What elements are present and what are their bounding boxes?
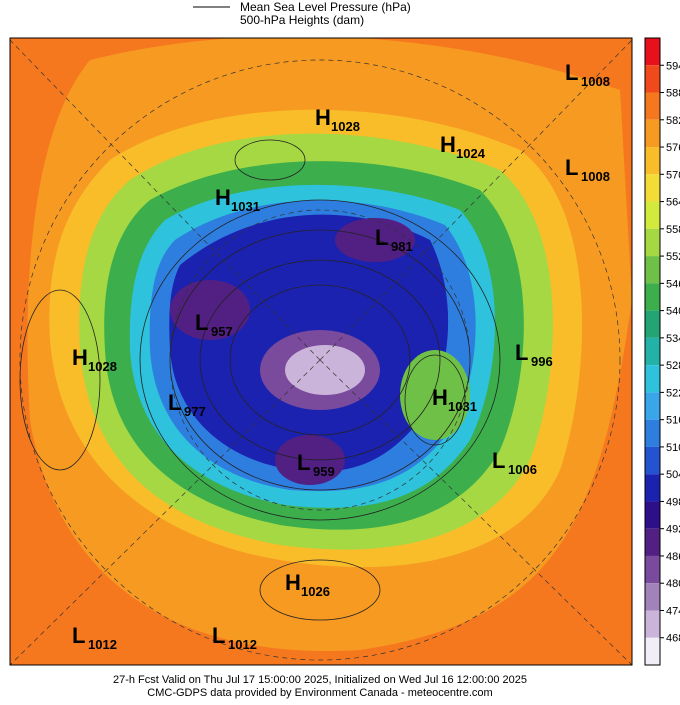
colorbar-band	[645, 147, 660, 175]
colorbar-band	[645, 92, 660, 120]
colorbar-label: 492	[666, 524, 680, 536]
center-value: 1006	[508, 462, 537, 477]
colorbar-label: 558	[666, 224, 680, 236]
low-core	[335, 218, 415, 262]
legend-label: 500-hPa Heights (dam)	[240, 13, 364, 27]
low-core	[170, 280, 250, 340]
colorbar-band	[645, 228, 660, 257]
center-value: 1031	[448, 399, 477, 414]
center-type: L	[515, 340, 528, 365]
colorbar-label: 510	[666, 442, 680, 454]
center-type: H	[440, 132, 456, 157]
center-type: L	[195, 310, 208, 335]
colorbar-label: 468	[666, 633, 680, 645]
colorbar-label: 534	[666, 333, 680, 345]
center-type: H	[215, 185, 231, 210]
center-value: 1028	[331, 119, 360, 134]
colorbar-band	[645, 583, 660, 611]
colorbar: 594 588 582 576 570 564 558 552 546 540 534 528 522 5…	[644, 37, 680, 666]
colorbar-band	[645, 446, 660, 475]
center-type: L	[565, 155, 578, 180]
colorbar-band	[645, 310, 660, 338]
colorbar-band	[645, 119, 660, 148]
center-type: H	[72, 345, 88, 370]
colorbar-label: 552	[666, 251, 680, 263]
colorbar-label: 594	[666, 60, 680, 72]
center-value: 1012	[88, 637, 117, 652]
footer-text: 27-h Fcst Valid on Thu Jul 17 15:00:00 2…	[113, 674, 527, 686]
center-type: H	[432, 385, 448, 410]
center-type: L	[168, 390, 181, 415]
center-type: H	[315, 105, 331, 130]
center-type: L	[72, 623, 85, 648]
colorbar-label: 486	[666, 551, 680, 563]
colorbar-label: 498	[666, 496, 680, 508]
center-type: L	[212, 623, 225, 648]
center-type: L	[375, 225, 388, 250]
center-value: 1008	[581, 169, 610, 184]
colorbar-label: 522	[666, 387, 680, 399]
center-value: 1031	[231, 199, 260, 214]
center-value: 996	[531, 354, 553, 369]
footer-text: CMC-GDPS data provided by Environment Ca…	[147, 687, 492, 699]
colorbar-band	[645, 392, 660, 420]
colorbar-band	[645, 201, 660, 229]
colorbar-label: 570	[666, 169, 680, 181]
colorbar-band	[645, 38, 660, 66]
colorbar-label: 540	[666, 306, 680, 318]
colorbar-band	[645, 419, 660, 447]
center-value: 1024	[456, 146, 486, 161]
colorbar-label: 582	[666, 115, 680, 127]
colorbar-band	[645, 174, 660, 202]
colorbar-band	[645, 528, 660, 556]
center-value: 981	[391, 239, 413, 254]
colorbar-label: 516	[666, 415, 680, 427]
colorbar-label: 474	[666, 605, 680, 617]
map-frame	[9, 37, 633, 666]
colorbar-band	[645, 365, 660, 393]
center-value: 1008	[581, 74, 610, 89]
ridge	[400, 350, 470, 440]
colorbar-label: 588	[666, 88, 680, 100]
colorbar-band	[645, 555, 660, 584]
center-value: 1026	[301, 584, 330, 599]
colorbar-band	[645, 256, 660, 284]
colorbar-band	[645, 65, 660, 93]
low-core	[285, 345, 365, 395]
center-value: 957	[211, 324, 233, 339]
colorbar-label: 564	[666, 197, 680, 209]
colorbar-band	[645, 337, 660, 366]
center-value: 1012	[228, 637, 257, 652]
colorbar-band	[645, 637, 660, 665]
colorbar-band	[645, 501, 660, 529]
colorbar-band	[645, 474, 660, 502]
center-value: 1028	[88, 359, 117, 374]
graticule	[10, 39, 632, 665]
center-type: H	[285, 570, 301, 595]
colorbar-label: 504	[666, 469, 680, 481]
center-type: L	[492, 448, 505, 473]
colorbar-band	[645, 283, 660, 311]
colorbar-label: 546	[666, 278, 680, 290]
colorbar-label: 480	[666, 578, 680, 590]
colorbar-label: 528	[666, 360, 680, 372]
colorbar-label: 576	[666, 142, 680, 154]
colorbar-band	[645, 610, 660, 638]
center-type: L	[297, 450, 310, 475]
legend-label: Mean Sea Level Pressure (hPa)	[240, 0, 411, 14]
center-value: 959	[313, 464, 335, 479]
center-type: L	[565, 60, 578, 85]
center-value: 977	[184, 404, 206, 419]
colorbar-frame	[644, 37, 661, 666]
